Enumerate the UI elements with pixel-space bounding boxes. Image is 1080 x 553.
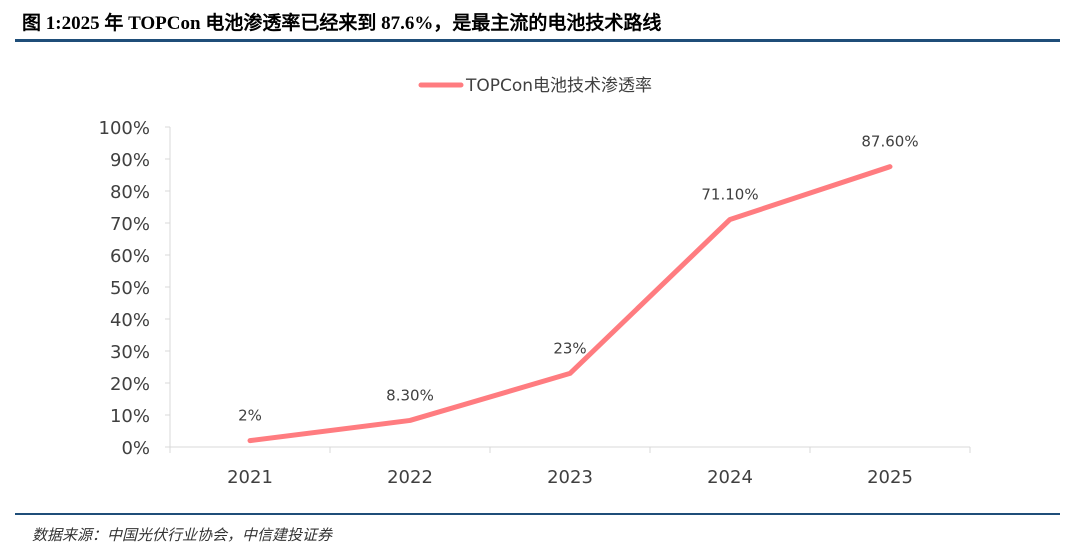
y-tick-label: 100% (99, 118, 150, 139)
data-label: 23% (553, 339, 586, 357)
y-tick-label: 40% (110, 310, 150, 331)
y-tick-label: 80% (110, 182, 150, 203)
legend-label: TOPCon电池技术渗透率 (465, 76, 652, 96)
series-line (247, 164, 893, 444)
x-tick-label: 2022 (387, 467, 433, 488)
y-tick-label: 60% (110, 246, 150, 267)
y-tick-label: 50% (110, 278, 150, 299)
y-tick-label: 20% (110, 374, 150, 395)
x-tick-label: 2023 (547, 467, 593, 488)
y-tick-label: 10% (110, 406, 150, 427)
footer-rule (15, 513, 1060, 515)
x-tick-label: 2024 (707, 467, 753, 488)
y-tick-label: 30% (110, 342, 150, 363)
x-tick-label: 2021 (227, 467, 273, 488)
title-rule (15, 39, 1060, 42)
y-tick-label: 0% (121, 438, 150, 459)
source-note: 数据来源：中国光伏行业协会，中信建投证券 (32, 526, 333, 544)
data-label: 87.60% (861, 133, 918, 151)
data-label: 2% (238, 407, 262, 425)
figure-title: 图 1:2025 年 TOPCon 电池渗透率已经来到 87.6%，是最主流的电… (22, 13, 662, 34)
y-tick-label: 90% (110, 150, 150, 171)
data-label: 8.30% (386, 386, 434, 404)
data-label: 71.10% (701, 185, 758, 203)
y-tick-label: 70% (110, 214, 150, 235)
x-tick-label: 2025 (867, 467, 913, 488)
